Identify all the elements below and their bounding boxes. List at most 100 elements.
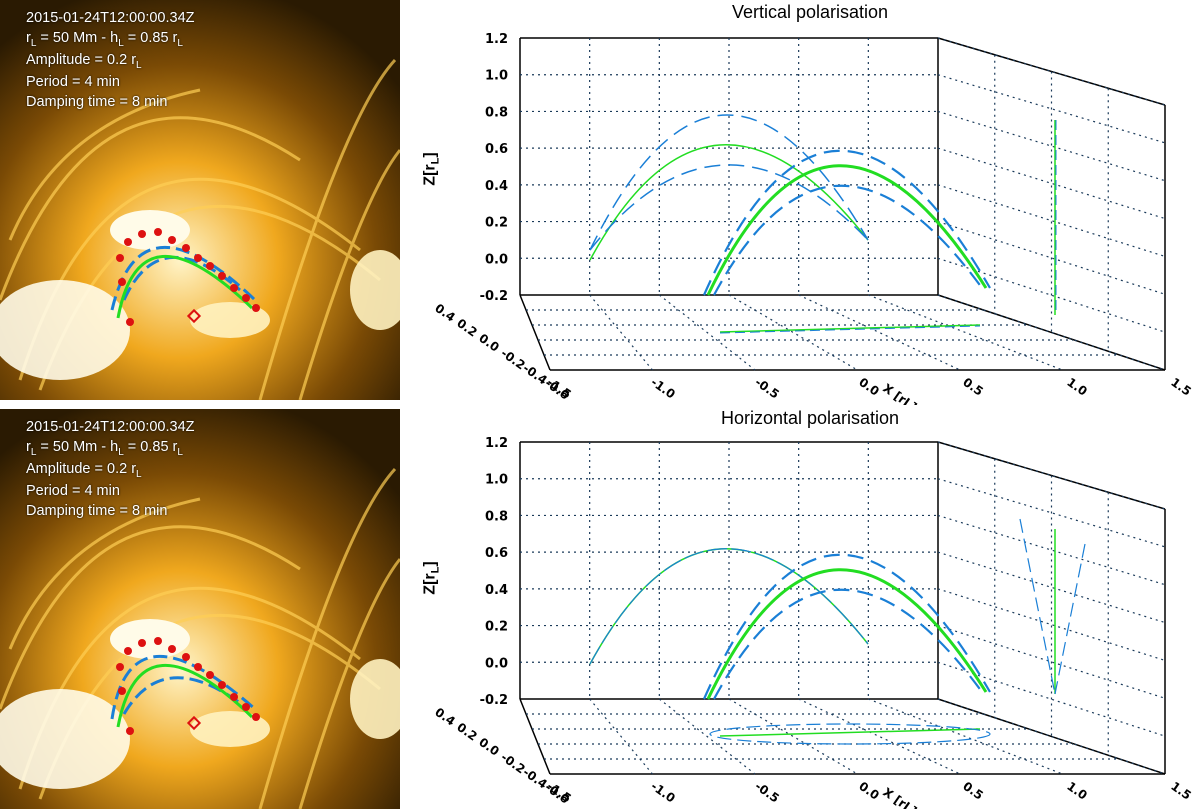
x-tick-label: 1.5 (1168, 375, 1193, 399)
x-axis-label: X [rL] (880, 785, 919, 809)
box-edge (519, 698, 551, 775)
x-tick-label: 0.0 (856, 779, 881, 803)
plot-title: Vertical polarisation (731, 2, 889, 22)
loop-points (116, 637, 260, 735)
z-tick-label: 1.2 (485, 32, 508, 47)
grid-line (728, 294, 858, 371)
grid-line (937, 221, 1166, 295)
y-tick-label: 0.0 (476, 331, 501, 355)
z-tick-label: 0.6 (485, 546, 508, 561)
grid-line (798, 698, 961, 775)
loop-projection-dashed (589, 548, 869, 665)
z-tick-label: 1.0 (485, 69, 508, 84)
loop-main-green (706, 164, 988, 296)
loop-main-green (706, 568, 988, 700)
solar-image-bottom: 2015-01-24T12:00:00.34Z rL = 50 Mm - hL … (0, 409, 400, 809)
image-annotation: 2015-01-24T12:00:00.34Z rL = 50 Mm - hL … (26, 8, 195, 112)
loop-dashed-outer (110, 655, 256, 720)
grid-line (937, 661, 1166, 737)
loop-green (116, 664, 254, 728)
z-tick-label: 0.8 (485, 509, 508, 524)
y-tick-label: 0.4 (432, 705, 457, 729)
grid-line (589, 698, 653, 775)
x-tick-label: 1.0 (1064, 779, 1089, 803)
grid-line (868, 698, 1063, 775)
plot-vertical-polarisation: Vertical polarisation Z[rL] 1.2 1.0 0.8 0.6… (420, 0, 1200, 405)
loop-points (116, 228, 260, 326)
grid-line (937, 514, 1166, 586)
x-tick-label: -0.5 (752, 779, 782, 806)
x-tick-label: 0.5 (960, 779, 985, 803)
x-tick-label: 1.0 (1064, 375, 1089, 399)
loop-projection-dashed (589, 114, 869, 251)
plot-horizontal-polarisation: Horizontal polarisation Z[rL] 1.2 1.0 0.8 0… (420, 404, 1200, 809)
damping-line: Damping time = 8 min (26, 503, 168, 519)
x-tick-label: -1.0 (648, 779, 678, 806)
grid-line (937, 625, 1166, 699)
loop-main-dashed (713, 184, 983, 296)
box-edge (519, 294, 551, 371)
z-tick-label: 0.4 (485, 583, 508, 598)
image-annotation: 2015-01-24T12:00:00.34Z rL = 50 Mm - hL … (26, 417, 195, 521)
y-tick-label: 0.2 (454, 316, 479, 340)
y-tick-label: 0.0 (476, 735, 501, 759)
x-axis-label: X [rL] (880, 381, 919, 405)
side-projection-dashed (1019, 518, 1056, 695)
floor-projection-dashed (709, 723, 991, 745)
grid-line (937, 110, 1166, 182)
reference-marker (186, 715, 202, 731)
loop-main-dashed (713, 588, 983, 700)
grid-line (937, 588, 1166, 662)
z-tick-label: -0.2 (480, 289, 508, 304)
y-tick-label: 0.2 (454, 720, 479, 744)
grid-line (798, 294, 961, 371)
x-tick-label: 0.5 (960, 375, 985, 399)
plot-title: Horizontal polarisation (720, 408, 900, 428)
grid-line (937, 294, 1166, 371)
solar-image-background (0, 409, 400, 809)
floor-projection-green (719, 728, 981, 737)
reference-marker (186, 308, 202, 324)
timestamp: 2015-01-24T12:00:00.34Z (26, 10, 195, 26)
floor-projection-dashed (719, 325, 981, 334)
grid-line (728, 698, 858, 775)
axes-box: 1.21.00.80.60.40.20.0-0.20.40.20.0-0.2-0… (432, 436, 1193, 809)
z-tick-label: 0.0 (485, 656, 508, 671)
z-tick-label: -0.2 (480, 693, 508, 708)
period-line: Period = 4 min (26, 483, 120, 499)
plot-canvas: 1.21.00.80.60.40.20.0-0.20.40.20.0-0.2-0… (432, 32, 1193, 405)
grid-line (589, 294, 653, 371)
x-tick-label: -0.5 (752, 375, 782, 402)
axes-box: 1.21.00.80.60.40.20.0-0.20.40.20.0-0.2-0… (432, 32, 1193, 405)
side-projection-dashed (1054, 543, 1086, 695)
loop-projection-green (589, 144, 869, 261)
grid-line (937, 147, 1166, 220)
loop-main-dashed (702, 553, 991, 700)
grid-line (658, 698, 756, 775)
grid-line (868, 294, 1063, 371)
loop-green (116, 255, 254, 319)
grid-line (658, 294, 756, 371)
solar-image-background (0, 0, 400, 400)
loop-radius-line: rL = 50 Mm - hL = 0.85 rL (26, 439, 183, 458)
x-tick-label: -1.0 (648, 375, 678, 402)
y-tick-label: 0.4 (432, 301, 457, 325)
grid-line (937, 184, 1166, 258)
z-tick-label: 0.6 (485, 142, 508, 157)
grid-line (937, 551, 1166, 624)
loop-radius-line: rL = 50 Mm - hL = 0.85 rL (26, 30, 183, 49)
z-tick-label: 0.0 (485, 252, 508, 267)
z-tick-label: 1.0 (485, 473, 508, 488)
floor-projection-green (719, 324, 981, 333)
grid-line (937, 698, 1166, 775)
plot-canvas: 1.21.00.80.60.40.20.0-0.20.40.20.0-0.2-0… (432, 436, 1193, 809)
x-tick-label: 0.0 (856, 375, 881, 399)
z-tick-label: 1.2 (485, 436, 508, 451)
z-tick-label: 0.2 (485, 620, 508, 635)
period-line: Period = 4 min (26, 74, 120, 90)
z-tick-label: 0.4 (485, 179, 508, 194)
solar-image-top: 2015-01-24T12:00:00.34Z rL = 50 Mm - hL … (0, 0, 400, 400)
timestamp: 2015-01-24T12:00:00.34Z (26, 419, 195, 435)
amplitude-line: Amplitude = 0.2 rL (26, 461, 142, 480)
x-tick-label: 1.5 (1168, 779, 1193, 803)
